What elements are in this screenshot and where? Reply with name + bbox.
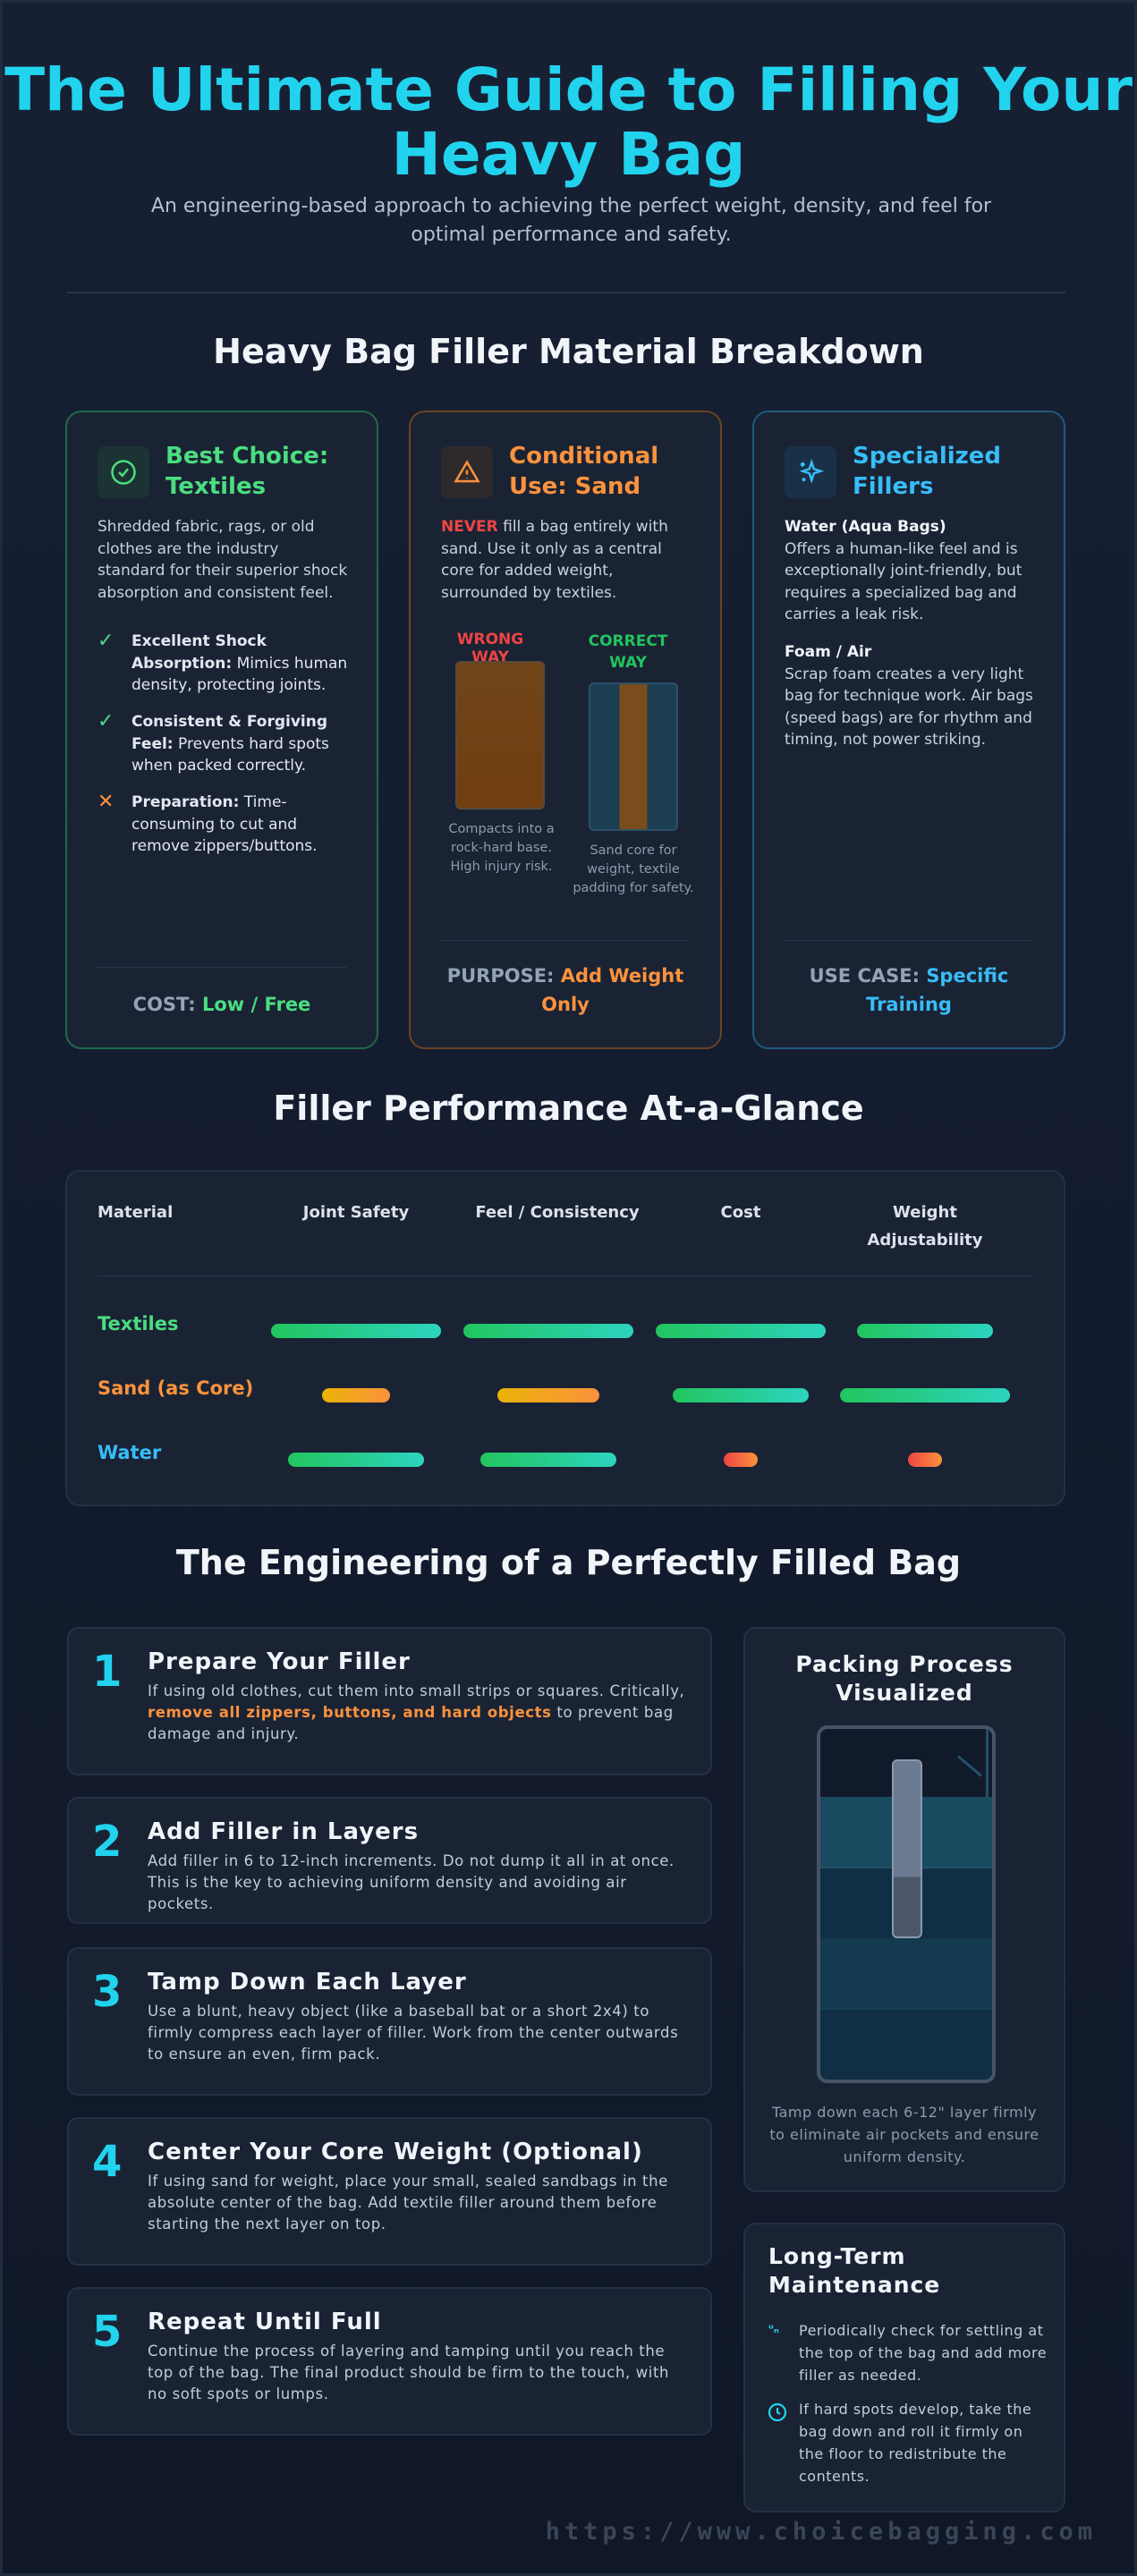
check-icon: ✓ [98, 710, 115, 733]
card-title: Conditional Use: Sand [509, 443, 659, 500]
step-card: 1 Prepare Your Filler If using old clothes… [67, 1627, 712, 1775]
step-number: 1 [92, 1647, 123, 1697]
page-subtitle: An engineering-based approach to achievi… [150, 195, 992, 246]
settle-arrows-icon: ᵘₙ [768, 2323, 779, 2336]
rating-bar [288, 1453, 424, 1467]
packing-card: Packing Process Visualized Tamp down eac… [743, 1627, 1065, 2192]
divider [785, 940, 1033, 941]
rating-bar [322, 1388, 390, 1402]
rating-bar [463, 1324, 633, 1338]
card-footer: COST: Low / Free [132, 994, 311, 1015]
maintenance-item: If hard spots develop, take the bag down… [799, 2401, 1032, 2485]
correct-way-label: CORRECT WAY [588, 632, 668, 672]
all-sand-bag-diagram [455, 661, 545, 809]
rating-bar [857, 1324, 993, 1338]
step-title: Repeat Until Full [148, 2309, 382, 2335]
rating-bar [840, 1388, 1010, 1402]
row-label: Textiles [98, 1313, 179, 1335]
divider [67, 292, 1065, 293]
maintenance-title: Long-Term Maintenance [768, 2243, 941, 2298]
card-footer: USE CASE: Specific Training [809, 965, 1009, 1015]
step-description: Add filler in 6 to 12-inch increments. D… [148, 1852, 675, 1912]
sand-core-bag-diagram [589, 682, 678, 831]
divider [98, 1275, 1033, 1276]
step-title: Prepare Your Filler [148, 1648, 411, 1675]
step-number: 2 [92, 1817, 123, 1867]
step-title: Add Filler in Layers [148, 1818, 420, 1845]
engineering-heading: The Engineering of a Perfectly Filled Ba… [175, 1543, 962, 1582]
rating-bar [673, 1388, 809, 1402]
rating-bar [656, 1324, 826, 1338]
column-header: Weight Adjustability [867, 1203, 983, 1250]
rating-bar [724, 1453, 758, 1467]
rating-bar [271, 1324, 441, 1338]
point-item: ✓ Consistent & Forgiving Feel: Prevents h… [98, 710, 329, 775]
maintenance-item: Periodically check for settling at the t… [799, 2322, 1048, 2384]
card-title: Specialized Fillers [853, 443, 1002, 500]
performance-table: Material Joint Safety Feel / Consistency… [65, 1170, 1065, 1506]
step-description: If using sand for weight, place your sma… [148, 2173, 668, 2233]
step-description: Use a blunt, heavy object (like a baseba… [148, 2003, 679, 2063]
step-card: 3 Tamp Down Each Layer Use a blunt, heavy … [67, 1947, 712, 2096]
divider [98, 967, 346, 968]
breakdown-heading: Heavy Bag Filler Material Breakdown [213, 332, 924, 371]
step-card: 2 Add Filler in Layers Add filler in 6 to … [67, 1797, 712, 1924]
point-item: ✓ Excellent Shock Absorption: Mimics huma… [98, 630, 348, 694]
column-header: Feel / Consistency [475, 1203, 640, 1222]
row-label: Water [98, 1442, 162, 1463]
column-header: Joint Safety [302, 1203, 410, 1222]
x-icon: ✕ [98, 791, 115, 813]
card-description: NEVER fill a bag entirely with sand. Use… [441, 518, 668, 602]
rating-bar [497, 1388, 599, 1402]
rating-bar [908, 1453, 942, 1467]
step-number: 3 [92, 1967, 123, 2017]
step-number: 5 [92, 2307, 123, 2357]
maintenance-card: Long-Term Maintenance ᵘₙ Periodically ch… [743, 2223, 1065, 2512]
wrong-way-caption: Compacts into a rock-hard base. High inj… [448, 822, 555, 874]
warning-triangle-icon [441, 446, 493, 498]
performance-heading: Filler Performance At-a-Glance [273, 1089, 864, 1128]
clock-icon [767, 2402, 788, 2427]
correct-way-caption: Sand core for weight, textile padding fo… [573, 843, 694, 895]
rating-bar [480, 1453, 616, 1467]
footer-url-link[interactable]: https://www.choicebagging.com [545, 2518, 1097, 2546]
divider [441, 940, 690, 941]
step-card: 4 Center Your Core Weight (Optional) If us… [67, 2117, 712, 2266]
card-textiles: Best Choice: Textiles Shredded fabric, r… [65, 411, 378, 1049]
step-title: Center Your Core Weight (Optional) [148, 2139, 643, 2165]
check-icon: ✓ [98, 630, 115, 652]
page-title: The Ultimate Guide to Filling Your Heavy… [4, 55, 1133, 189]
bag-layers-diagram [817, 1725, 996, 2083]
card-title: Best Choice: Textiles [165, 443, 329, 500]
packing-title: Packing Process Visualized [795, 1651, 1014, 1706]
step-number: 4 [92, 2137, 123, 2187]
card-description: Shredded fabric, rags, or old clothes ar… [98, 518, 348, 602]
card-sand: Conditional Use: Sand NEVER fill a bag e… [409, 411, 722, 1049]
card-specialized: Specialized Fillers Water (Aqua Bags) Off… [752, 411, 1065, 1049]
step-description: Continue the process of layering and tam… [148, 2343, 670, 2402]
step-title: Tamp Down Each Layer [148, 1969, 467, 1996]
packing-caption: Tamp down each 6-12" layer firmly to eli… [769, 2104, 1039, 2165]
point-item: ✕ Preparation: Time-consuming to cut and … [98, 791, 318, 855]
card-footer: PURPOSE: Add Weight Only [446, 965, 684, 1015]
filler-item: Foam / Air Scrap foam creates a very ligh… [785, 643, 1033, 749]
filler-item: Water (Aqua Bags) Offers a human-like fee… [785, 518, 1022, 623]
column-header: Material [98, 1203, 174, 1222]
column-header: Cost [720, 1203, 761, 1222]
check-circle-icon [98, 446, 149, 498]
sparkles-icon [785, 446, 836, 498]
step-card: 5 Repeat Until Full Continue the process o… [67, 2287, 712, 2436]
tamper-icon [892, 1759, 922, 1938]
step-description: If using old clothes, cut them into smal… [148, 1682, 685, 1742]
row-label: Sand (as Core) [98, 1377, 254, 1399]
